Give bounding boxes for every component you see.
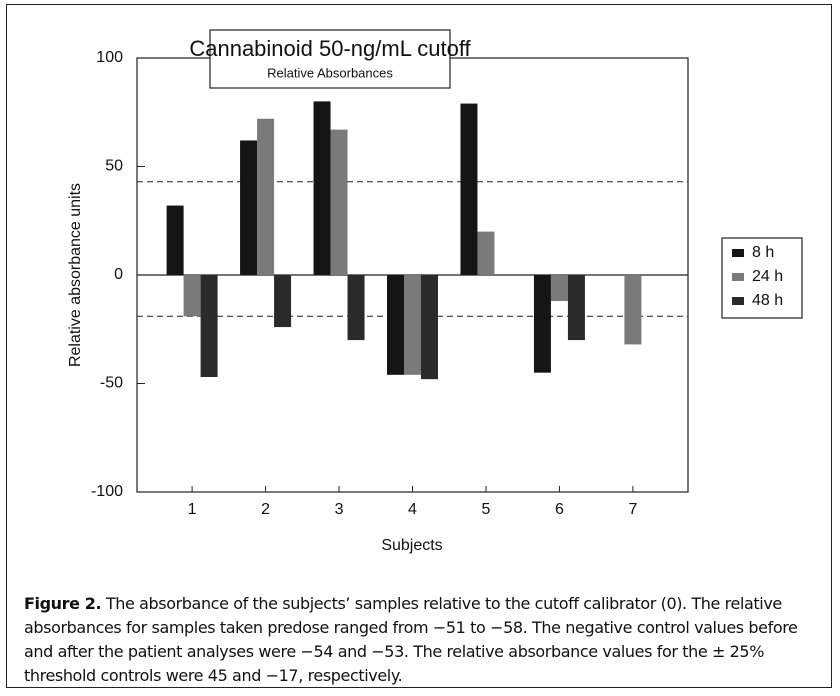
- y-tick-label: -50: [100, 375, 123, 392]
- bar: [200, 275, 218, 377]
- chart-subtitle: Relative Absorbances: [267, 65, 393, 80]
- bar: [387, 275, 404, 375]
- chart: Relative absorbance units Subjects Canna…: [67, 29, 803, 554]
- x-tick-label: 5: [482, 501, 491, 518]
- title-box: [209, 29, 451, 89]
- bar: [550, 275, 568, 302]
- bar: [347, 275, 365, 341]
- bar: [274, 275, 292, 328]
- bar: [166, 205, 184, 275]
- y-tick-label: -100: [91, 483, 123, 500]
- x-axis-label: Subjects: [381, 537, 442, 554]
- x-tick-label: 7: [628, 501, 637, 518]
- bar: [477, 231, 495, 275]
- x-tick-label: 1: [188, 501, 197, 518]
- bar: [330, 129, 348, 275]
- bar: [567, 275, 585, 341]
- bar: [460, 103, 478, 275]
- caption: Figure 2. The absorbance of the subjects…: [24, 592, 814, 688]
- caption-text: The absorbance of the subjects’ samples …: [24, 594, 798, 685]
- x-tick-label: 3: [335, 501, 344, 518]
- chart-title: Cannabinoid 50-ng/mL cutoff: [189, 36, 471, 61]
- bar: [533, 275, 551, 373]
- legend-label: 48 h: [752, 292, 783, 309]
- bar: [404, 275, 421, 375]
- legend-label: 8 h: [752, 244, 774, 261]
- y-tick-label: 100: [96, 49, 123, 66]
- bar: [313, 101, 331, 276]
- bar: [183, 275, 201, 317]
- figure-frame: [6, 4, 832, 688]
- bar: [240, 140, 258, 275]
- legend-swatch: [732, 273, 744, 281]
- x-tick-label: 6: [555, 501, 564, 518]
- caption-label: Figure 2.: [24, 594, 102, 613]
- x-tick-label: 2: [261, 501, 270, 518]
- y-tick-label: 50: [105, 158, 123, 175]
- legend-label: 24 h: [752, 268, 783, 285]
- bar: [624, 275, 642, 345]
- legend-swatch: [732, 297, 744, 305]
- y-axis-label: Relative absorbance units: [67, 183, 84, 367]
- bar: [421, 275, 438, 380]
- bar: [257, 118, 275, 275]
- y-tick-label: 0: [114, 266, 123, 283]
- legend-swatch: [732, 249, 744, 257]
- x-tick-label: 4: [408, 501, 417, 518]
